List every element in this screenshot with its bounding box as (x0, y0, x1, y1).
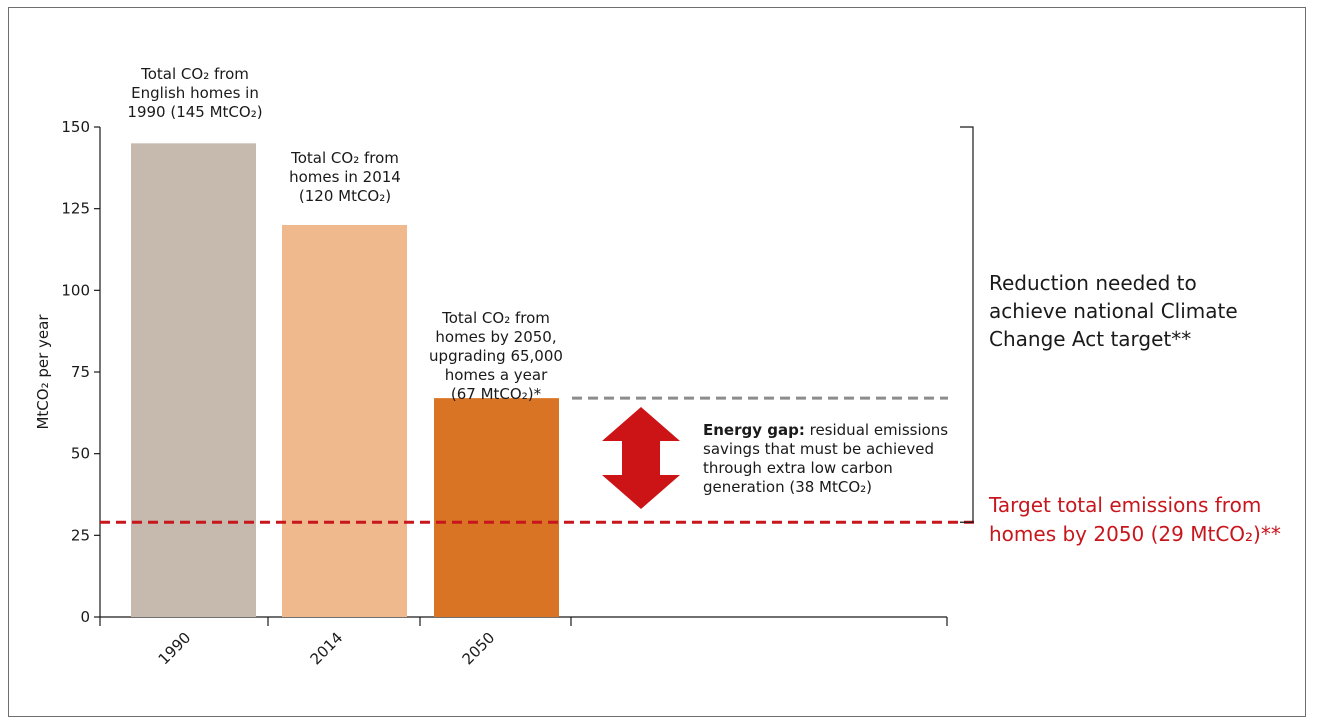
target-label-line: homes by 2050 (29 MtCO₂)** (989, 522, 1281, 546)
bar-2014 (282, 225, 407, 617)
y-tick-label: 150 (61, 118, 90, 136)
bar-annotation-line: Total CO₂ from (140, 65, 249, 83)
bar-annotation-line: homes by 2050, (435, 328, 556, 346)
bar-1990 (131, 143, 256, 618)
bar-annotation-line: homes in 2014 (289, 168, 401, 186)
energy-gap-text-line: Energy gap: residual emissions (703, 421, 948, 439)
y-tick-label: 75 (71, 363, 90, 381)
target-label-line: Target total emissions from (988, 493, 1261, 517)
energy-gap-bold: Energy gap: (703, 421, 805, 439)
y-tick-label: 25 (71, 526, 90, 544)
reduction-label-line: Reduction needed to (989, 271, 1197, 295)
bar-annotation-line: Total CO₂ from (441, 309, 550, 327)
energy-gap-text-line: generation (38 MtCO₂) (703, 478, 872, 496)
y-tick-label: 50 (71, 445, 90, 463)
bar-annotation-line: (67 MtCO₂)* (451, 385, 542, 403)
bar-annotation-line: (120 MtCO₂) (299, 187, 391, 205)
energy-gap-arrow (602, 407, 680, 509)
x-tick-label: 2050 (459, 629, 499, 669)
energy-gap-text-line: through extra low carbon (703, 459, 893, 477)
reduction-label-line: achieve national Climate (989, 299, 1238, 323)
bar-2050 (434, 398, 559, 617)
y-tick-label: 0 (80, 608, 90, 626)
bar-annotation-line: English homes in (131, 84, 259, 102)
y-tick-label: 100 (61, 281, 90, 299)
y-axis-title: MtCO₂ per year (34, 314, 52, 430)
x-tick-label: 2014 (307, 629, 347, 669)
energy-gap-text-line: savings that must be achieved (703, 440, 934, 458)
energy-gap-rest: residual emissions (805, 421, 948, 439)
y-tick-label: 125 (61, 200, 90, 218)
x-tick-label: 1990 (155, 629, 195, 669)
reduction-bracket (960, 126, 974, 523)
bar-annotation-line: Total CO₂ from (290, 149, 399, 167)
bar-annotation-line: 1990 (145 MtCO₂) (127, 103, 262, 121)
bar-annotation-line: upgrading 65,000 (429, 347, 563, 365)
bar-annotation-line: homes a year (445, 366, 548, 384)
reduction-label-line: Change Act target** (989, 327, 1191, 351)
